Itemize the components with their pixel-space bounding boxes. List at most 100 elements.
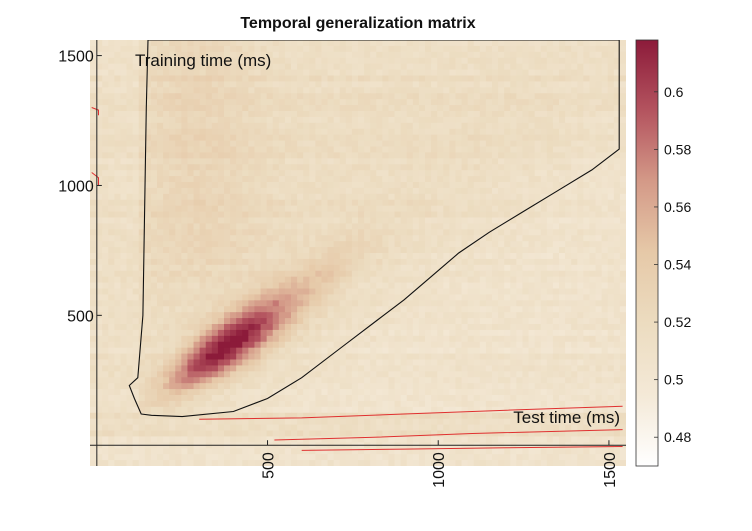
heatmap-cell — [547, 206, 554, 213]
heatmap-cell — [224, 111, 231, 118]
heatmap-cell — [358, 129, 365, 136]
heatmap-cell — [547, 247, 554, 254]
heatmap-cell — [267, 247, 274, 254]
heatmap-cell — [309, 212, 316, 219]
heatmap-cell — [108, 93, 115, 100]
heatmap-cell — [468, 206, 475, 213]
heatmap-cell — [340, 271, 347, 278]
heatmap-cell — [401, 170, 408, 177]
heatmap-cell — [157, 164, 164, 171]
heatmap-cell — [303, 105, 310, 112]
heatmap-cell — [395, 188, 402, 195]
heatmap-cell — [181, 188, 188, 195]
heatmap-cell — [321, 200, 328, 207]
heatmap-cell — [334, 40, 341, 47]
heatmap-cell — [468, 253, 475, 260]
heatmap-cell — [108, 105, 115, 112]
heatmap-cell — [242, 117, 249, 124]
heatmap-cell — [382, 218, 389, 225]
heatmap-cell — [547, 348, 554, 355]
heatmap-cell — [382, 342, 389, 349]
heatmap-cell — [242, 259, 249, 266]
heatmap-cell — [516, 158, 523, 165]
heatmap-cell — [340, 64, 347, 71]
heatmap-cell — [401, 52, 408, 59]
heatmap-cell — [133, 259, 140, 266]
heatmap-cell — [577, 247, 584, 254]
heatmap-cell — [620, 283, 627, 290]
heatmap-cell — [334, 117, 341, 124]
heatmap-cell — [395, 182, 402, 189]
heatmap-cell — [577, 360, 584, 367]
heatmap-cell — [492, 194, 499, 201]
heatmap-cell — [437, 312, 444, 319]
heatmap-cell — [407, 277, 414, 284]
heatmap-cell — [328, 324, 335, 331]
heatmap-cell — [321, 76, 328, 83]
heatmap-cell — [583, 283, 590, 290]
heatmap-cell — [187, 212, 194, 219]
heatmap-cell — [413, 306, 420, 313]
heatmap-cell — [358, 318, 365, 325]
heatmap-cell — [321, 330, 328, 337]
heatmap-cell — [535, 235, 542, 242]
heatmap-cell — [206, 76, 213, 83]
heatmap-cell — [498, 271, 505, 278]
heatmap-cell — [242, 164, 249, 171]
heatmap-cell — [510, 306, 517, 313]
heatmap-cell — [382, 354, 389, 361]
heatmap-cell — [102, 336, 109, 343]
heatmap-cell — [449, 312, 456, 319]
heatmap-cell — [114, 58, 121, 65]
heatmap-cell — [474, 58, 481, 65]
heatmap-cell — [127, 70, 134, 77]
heatmap-cell — [279, 235, 286, 242]
heatmap-cell — [328, 289, 335, 296]
heatmap-cell — [285, 241, 292, 248]
heatmap-cell — [242, 170, 249, 177]
heatmap-cell — [376, 46, 383, 53]
heatmap-cell — [248, 99, 255, 106]
heatmap-cell — [169, 342, 176, 349]
heatmap-cell — [127, 365, 134, 372]
heatmap-cell — [175, 241, 182, 248]
heatmap-cell — [261, 135, 268, 142]
heatmap-cell — [175, 247, 182, 254]
heatmap-cell — [291, 271, 298, 278]
heatmap-cell — [303, 306, 310, 313]
heatmap-cell — [297, 241, 304, 248]
heatmap-cell — [498, 342, 505, 349]
heatmap-cell — [139, 141, 146, 148]
heatmap-cell — [291, 188, 298, 195]
heatmap-cell — [596, 289, 603, 296]
heatmap-cell — [163, 218, 170, 225]
heatmap-cell — [200, 212, 207, 219]
heatmap-cell — [194, 99, 201, 106]
heatmap-cell — [486, 348, 493, 355]
heatmap-cell — [291, 360, 298, 367]
heatmap-cell — [413, 265, 420, 272]
heatmap-cell — [133, 294, 140, 301]
heatmap-cell — [413, 294, 420, 301]
heatmap-cell — [565, 135, 572, 142]
heatmap-cell — [547, 99, 554, 106]
heatmap-cell — [425, 81, 432, 88]
heatmap-cell — [462, 99, 469, 106]
heatmap-cell — [571, 247, 578, 254]
heatmap-cell — [419, 129, 426, 136]
heatmap-cell — [163, 158, 170, 165]
heatmap-cell — [364, 46, 371, 53]
heatmap-cell — [163, 176, 170, 183]
heatmap-cell — [419, 354, 426, 361]
heatmap-cell — [486, 176, 493, 183]
heatmap-cell — [596, 212, 603, 219]
heatmap-cell — [401, 360, 408, 367]
heatmap-cell — [90, 259, 97, 266]
heatmap-cell — [559, 365, 566, 372]
heatmap-cell — [602, 147, 609, 154]
heatmap-cell — [510, 164, 517, 171]
heatmap-cell — [315, 117, 322, 124]
heatmap-cell — [583, 188, 590, 195]
heatmap-cell — [443, 58, 450, 65]
heatmap-cell — [297, 223, 304, 230]
